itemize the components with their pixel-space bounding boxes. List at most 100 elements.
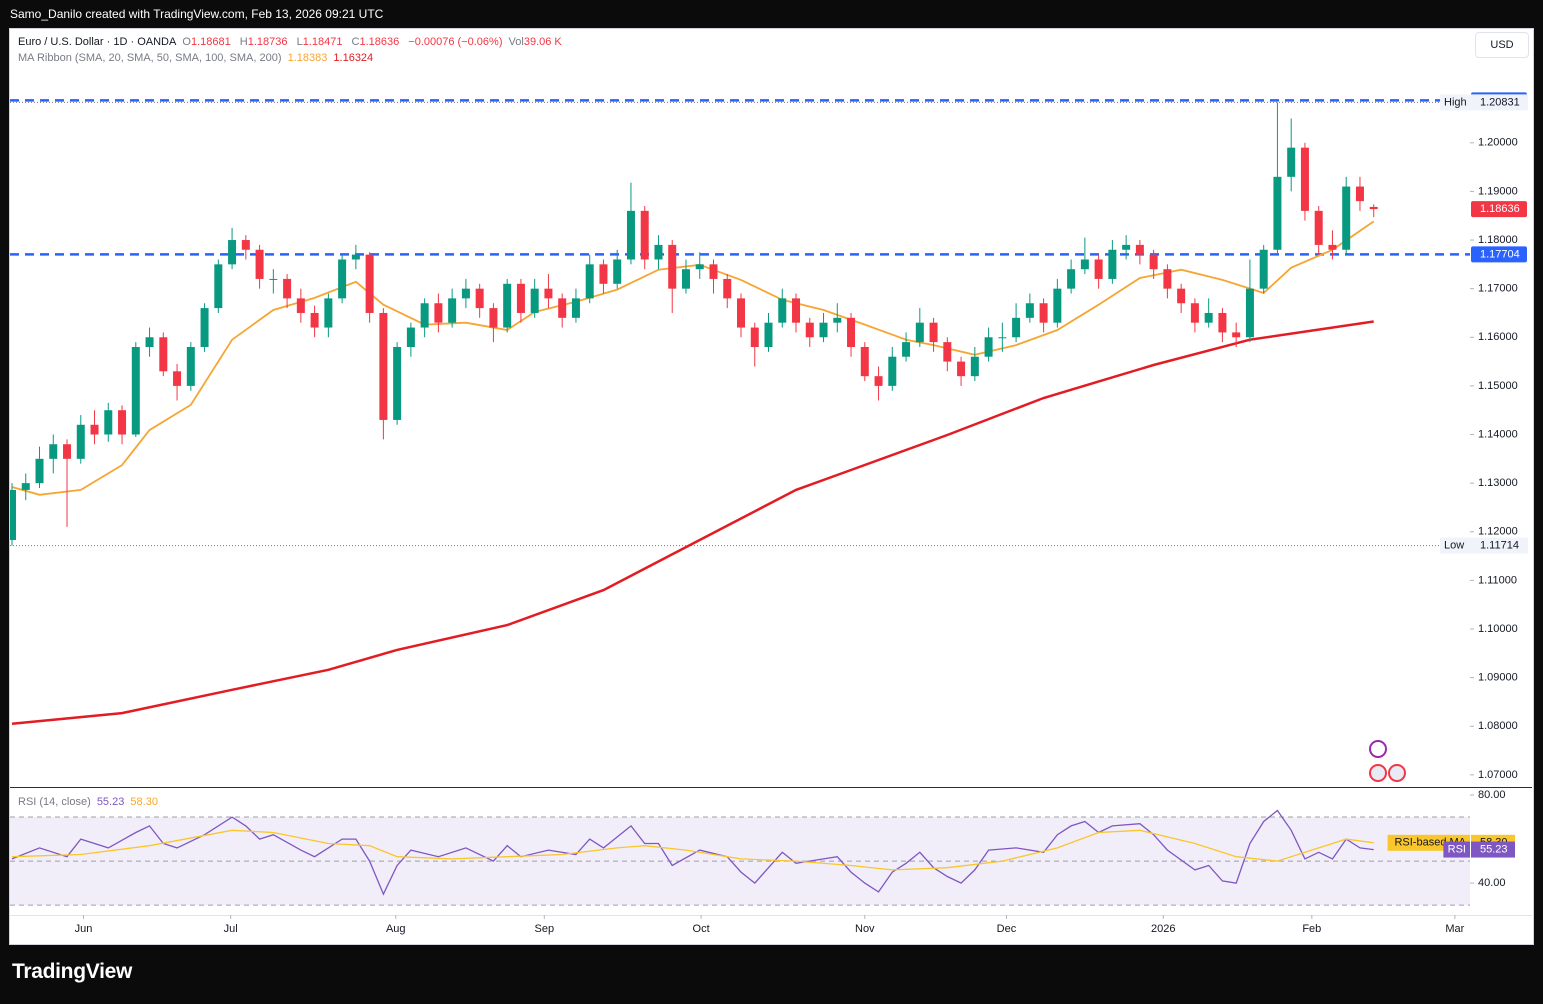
- candle-body: [1245, 288, 1254, 338]
- candle-body: [764, 322, 773, 347]
- candle-body: [1122, 244, 1131, 250]
- candle-body: [1369, 206, 1378, 210]
- candle-body: [1108, 249, 1117, 279]
- event-icon[interactable]: [1388, 764, 1406, 782]
- candle-body: [737, 298, 745, 328]
- event-icon[interactable]: [1369, 740, 1387, 758]
- x-tick-label: Feb: [1302, 923, 1321, 935]
- candle-body: [21, 483, 30, 490]
- candle-body: [420, 303, 429, 328]
- extreme-name: High: [1444, 96, 1467, 108]
- candle-body: [640, 210, 649, 260]
- candle-body: [571, 298, 580, 318]
- rsi-tag-label: 55.23: [1480, 843, 1508, 855]
- rsi-line: [11, 809, 1374, 896]
- moving-average: [11, 320, 1374, 726]
- ma-legend: MA Ribbon (SMA, 20, SMA, 50, SMA, 100, S…: [18, 52, 376, 64]
- candle-body: [902, 342, 911, 357]
- rsi-y-tick-label: 80.00: [1478, 789, 1506, 801]
- field-value: 1.18471: [302, 36, 343, 48]
- candle-body: [269, 278, 278, 280]
- y-tick-label: 1.07000: [1478, 769, 1518, 781]
- candle-body: [1259, 249, 1268, 289]
- candle-body: [241, 240, 250, 250]
- y-tick-label: 1.10000: [1478, 623, 1518, 635]
- currency-button[interactable]: USD: [1475, 32, 1529, 58]
- candle-body: [214, 264, 223, 309]
- candle-body: [1067, 269, 1076, 289]
- rsi-tag-name-bg: [1443, 841, 1470, 858]
- field-key: O: [182, 36, 191, 48]
- candle-body: [1094, 259, 1103, 279]
- candle-body: [406, 327, 415, 347]
- candle-body: [668, 244, 677, 289]
- candle-body: [324, 298, 333, 328]
- y-tick-label: 1.17000: [1478, 283, 1518, 295]
- candle-body: [90, 424, 99, 435]
- candle-body: [695, 264, 704, 270]
- last-price-tag: [1471, 201, 1527, 218]
- candle-body: [970, 356, 979, 377]
- candle-body: [145, 337, 154, 347]
- candle-body: [1163, 269, 1172, 289]
- candle-body: [915, 322, 924, 343]
- author-line: Samo_Danilo created with TradingView.com…: [10, 7, 384, 21]
- candle-body: [1135, 244, 1144, 255]
- last-price-label: 1.18636: [1480, 203, 1520, 215]
- candle-body: [1177, 288, 1186, 304]
- y-tick-label: 1.14000: [1478, 428, 1518, 440]
- candle-body: [654, 244, 663, 260]
- candle-body: [984, 337, 993, 357]
- candle-body: [489, 308, 498, 328]
- candle-body: [530, 288, 539, 313]
- field-key: C: [351, 36, 360, 48]
- candle-body: [118, 410, 127, 435]
- candle-body: [35, 458, 44, 484]
- candle-body: [1342, 186, 1351, 250]
- candle-body: [599, 264, 608, 284]
- candle-body: [778, 298, 787, 323]
- candle-body: [847, 317, 856, 347]
- rsi-value: 55.23: [96, 796, 125, 808]
- y-tick-label: 1.08000: [1478, 720, 1518, 732]
- brand-logo: TradingView: [12, 960, 133, 983]
- y-tick-label: 1.20000: [1478, 137, 1518, 149]
- x-tick-label: Oct: [693, 923, 710, 935]
- candle-body: [63, 444, 72, 459]
- event-icon[interactable]: [1369, 764, 1387, 782]
- candle-body: [296, 298, 305, 313]
- candle-body: [351, 254, 360, 260]
- x-tick-label: Sep: [535, 923, 555, 935]
- ohlc-field: H1.18736: [240, 36, 291, 48]
- candle-body: [228, 240, 237, 265]
- candle-body: [393, 346, 402, 420]
- candle-body: [943, 342, 952, 362]
- candle-body: [1287, 147, 1296, 177]
- symbol-legend: Euro / U.S. Dollar · 1D · OANDA O1.18681…: [18, 36, 568, 48]
- candle-body: [159, 337, 168, 372]
- candle-body: [503, 283, 512, 328]
- moving-average: [11, 220, 1375, 496]
- rsi-legend: RSI (14, close) 55.23 58.30: [18, 796, 161, 808]
- candle-body: [76, 424, 85, 459]
- candle-body: [200, 308, 209, 347]
- candle-body: [1218, 312, 1227, 333]
- rsi-tag: [1471, 841, 1515, 858]
- candle-body: [1273, 176, 1282, 250]
- field-key: L: [296, 36, 303, 48]
- candle-body: [1025, 303, 1034, 318]
- x-tick-label: Aug: [386, 923, 406, 935]
- y-tick-label: 1.16000: [1478, 331, 1518, 343]
- candle-body: [998, 337, 1007, 339]
- y-tick-label: 1.19000: [1478, 185, 1518, 197]
- candle-body: [613, 259, 622, 284]
- field-value: 39.06 K: [523, 36, 562, 48]
- x-tick-label: Mar: [1445, 923, 1464, 935]
- rsi-label: RSI (14, close): [18, 796, 91, 808]
- y-tick-label: 1.13000: [1478, 477, 1518, 489]
- candle-body: [379, 312, 388, 420]
- field-value: 1.18681: [190, 36, 231, 48]
- candle-body: [558, 298, 567, 318]
